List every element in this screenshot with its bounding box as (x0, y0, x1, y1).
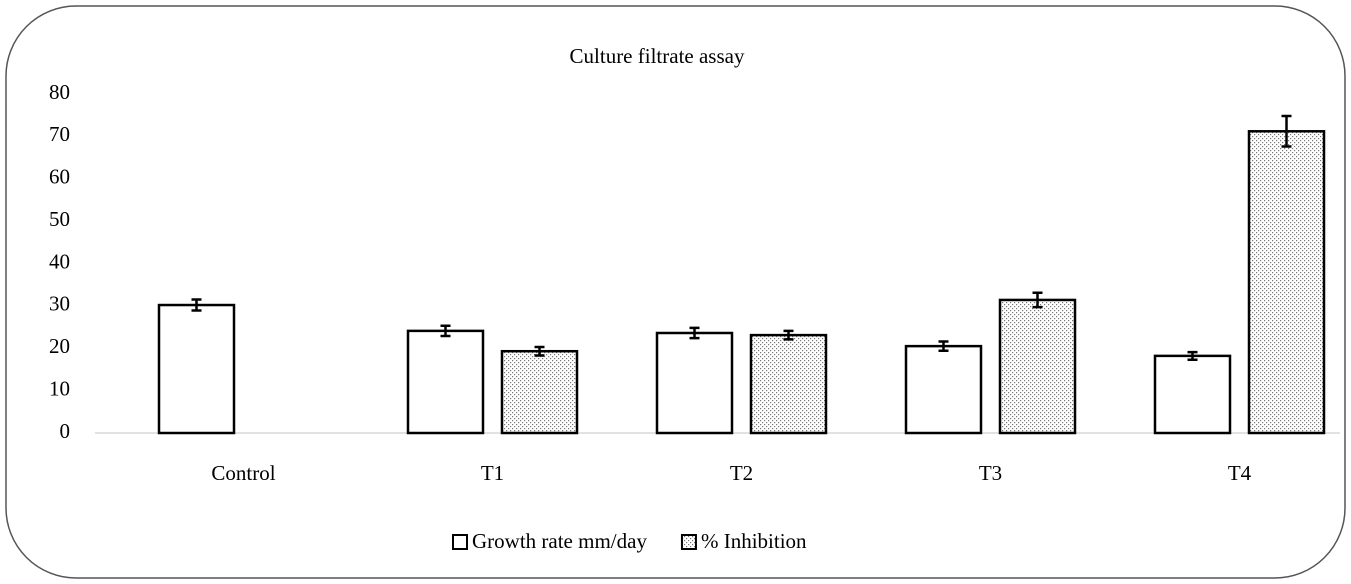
bar (1247, 130, 1326, 435)
bar (406, 329, 485, 435)
bar (500, 349, 579, 435)
legend-label: % Inhibition (701, 529, 807, 553)
frame (5, 5, 1346, 579)
y-tick-label: 80 (49, 80, 70, 104)
y-tick-label: 70 (49, 122, 70, 146)
y-tick-label: 50 (49, 207, 70, 231)
error-bar (1281, 114, 1292, 148)
error-bar (191, 298, 202, 312)
error-bar (534, 345, 545, 357)
y-tick-label: 0 (60, 419, 71, 443)
x-tick-label: Control (211, 461, 275, 485)
y-tick-label: 10 (49, 376, 70, 400)
x-tick-label: T4 (1228, 461, 1252, 485)
x-tick-label: T3 (979, 461, 1002, 485)
bar (998, 298, 1077, 435)
error-bar (1187, 350, 1198, 361)
y-tick-label: 30 (49, 292, 70, 316)
y-tick-label: 20 (49, 334, 70, 358)
bar (655, 331, 734, 435)
bar (1153, 354, 1232, 435)
legend-swatch (680, 534, 697, 550)
legend-swatch (452, 534, 468, 550)
error-bar (689, 326, 700, 340)
bar (157, 303, 236, 435)
x-tick-label: T2 (730, 461, 753, 485)
error-bar (783, 329, 794, 341)
bar (749, 333, 828, 435)
y-tick-label: 60 (49, 165, 70, 189)
error-bar (938, 340, 949, 353)
y-tick-label: 40 (49, 249, 70, 273)
bar (904, 344, 983, 435)
error-bar (1032, 291, 1043, 309)
legend-label: Growth rate mm/day (472, 529, 647, 553)
error-bar (440, 324, 451, 338)
x-tick-label: T1 (481, 461, 504, 485)
chart-title: Culture filtrate assay (570, 44, 745, 68)
